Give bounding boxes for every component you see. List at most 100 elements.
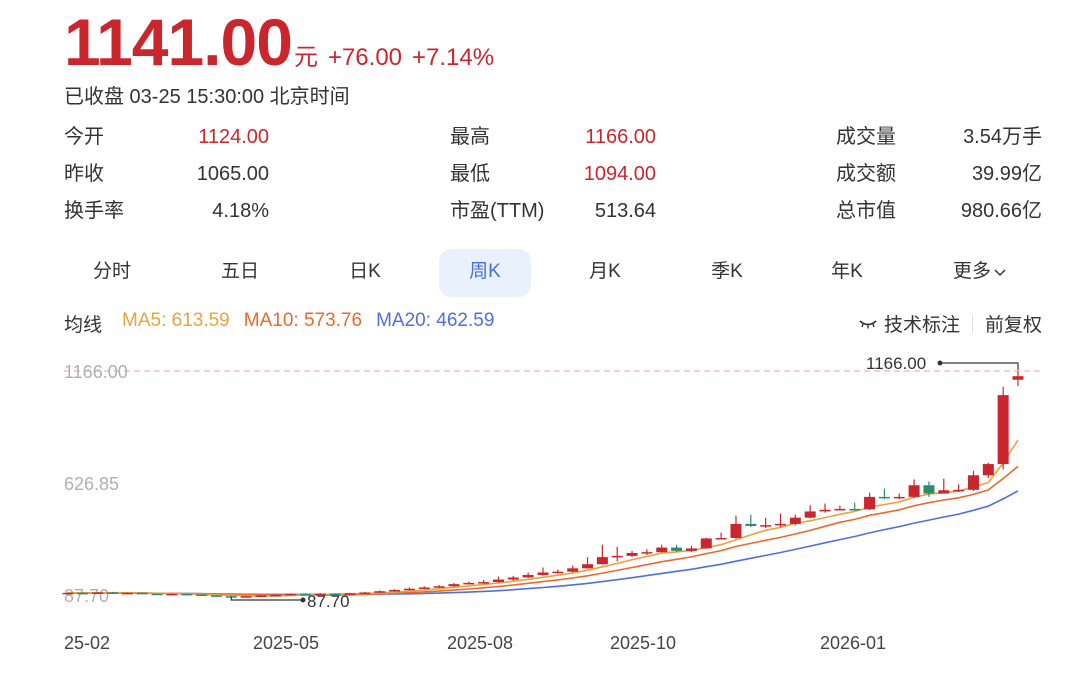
candle: [908, 479, 920, 498]
candle: [938, 478, 950, 494]
candle: [418, 586, 430, 590]
candle: [656, 544, 668, 553]
candle: [997, 386, 1009, 470]
candle: [893, 493, 905, 499]
tab-label: 月K: [589, 261, 621, 282]
kline-chart[interactable]: 1166.00 626.85 87.70 1166.00 87.70: [0, 350, 1080, 676]
eye-closed-icon: [859, 319, 877, 328]
stat-label: 成交量: [836, 126, 896, 148]
candle: [314, 593, 326, 596]
price-header: 1141.00 元 +76.00 +7.14%: [64, 4, 494, 80]
max-marker-line: [940, 362, 1019, 370]
candle: [582, 557, 594, 569]
stat-value: 39.99亿: [971, 163, 1042, 185]
stat-item: 昨收 1065.00: [64, 159, 1044, 189]
annotate-button[interactable]: 技术标注: [858, 310, 960, 337]
candle: [492, 576, 504, 583]
stat-value: 1094.00: [583, 163, 656, 185]
candle: [685, 545, 697, 553]
stat-item: 换手率 4.18%: [64, 196, 1044, 226]
price-change: +76.00: [327, 44, 403, 71]
period-tabs: 分时 五日 日K 周K 月K 季K 年K 更多: [64, 249, 1044, 297]
tab-4[interactable]: 月K: [559, 249, 651, 297]
stat-value: 4.18%: [212, 200, 269, 222]
candle: [626, 550, 638, 558]
tab-label: 季K: [711, 261, 743, 282]
candle: [478, 579, 490, 584]
ma10-line: [67, 465, 1019, 597]
candle: [982, 462, 994, 479]
candle: [967, 470, 979, 492]
annotate-label: 技术标注: [883, 315, 960, 336]
candle: [641, 549, 653, 556]
stat-item: 成交额 39.99亿: [64, 159, 1044, 189]
candle: [62, 592, 74, 595]
stat-label: 市盈(TTM): [450, 200, 545, 222]
tab-2[interactable]: 日K: [319, 249, 411, 297]
x-tick-label: 25-02: [64, 633, 111, 653]
price-change-pct: +7.14%: [412, 44, 495, 71]
stat-label: 昨收: [64, 163, 104, 185]
tab-label: 分时: [92, 261, 131, 282]
candle: [463, 581, 475, 585]
ma-legend-label: 均线: [64, 315, 103, 336]
candle: [611, 546, 623, 562]
tab-1[interactable]: 五日: [194, 249, 286, 297]
candle: [864, 492, 876, 511]
tab-3[interactable]: 周K: [439, 249, 531, 297]
stat-label: 最高: [450, 126, 490, 148]
candle: [507, 575, 519, 581]
x-tick-label: 2025-08: [447, 633, 514, 653]
candle: [760, 517, 772, 529]
x-tick-label: 2025-10: [610, 633, 677, 653]
stat-label: 今开: [64, 126, 104, 148]
tab-5[interactable]: 季K: [681, 249, 773, 297]
adjust-button[interactable]: 前复权: [984, 315, 1042, 336]
candle: [433, 584, 445, 588]
candle: [92, 592, 104, 594]
candle: [166, 593, 178, 596]
candle: [344, 592, 356, 595]
tab-0[interactable]: 分时: [66, 249, 158, 297]
price-unit: 元: [293, 44, 318, 71]
stat-label: 成交额: [836, 163, 896, 185]
x-tick-label: 2025-05: [253, 633, 320, 653]
candle: [537, 567, 549, 576]
candle: [151, 593, 163, 596]
candle: [671, 544, 683, 552]
candle: [745, 514, 757, 528]
tab-label: 年K: [831, 261, 863, 282]
candle: [552, 569, 564, 574]
candle: [715, 532, 727, 540]
stat-value: 1065.00: [196, 163, 269, 185]
candle: [77, 592, 89, 595]
stat-value: 513.64: [594, 200, 656, 222]
candle: [775, 513, 786, 528]
y-tick-label: 1166.00: [64, 362, 128, 382]
candle: [923, 481, 935, 497]
min-marker-label: 87.70: [307, 592, 350, 611]
stat-label: 最低: [450, 163, 490, 185]
candle: [121, 592, 133, 595]
candle: [255, 595, 267, 598]
chevron-down-icon: [994, 269, 1006, 277]
stat-item: 最低 1094.00: [64, 159, 1044, 189]
stat-item: 市盈(TTM) 513.64: [64, 196, 1044, 226]
candle: [329, 593, 341, 596]
min-marker-line: [230, 597, 303, 601]
candle: [448, 582, 460, 587]
stat-value: 3.54万手: [963, 126, 1042, 148]
candle: [596, 544, 608, 565]
stat-item: 总市值 980.66亿: [64, 196, 1044, 226]
candle: [700, 537, 712, 549]
tab-7[interactable]: 更多: [934, 249, 1026, 297]
tab-label: 周K: [469, 261, 501, 282]
candle: [804, 505, 816, 519]
candle: [403, 587, 415, 591]
chart-tools: 技术标注 前复权: [858, 310, 1042, 337]
candle: [730, 515, 742, 539]
candle: [181, 593, 193, 596]
stat-label: 换手率: [64, 200, 124, 222]
tab-6[interactable]: 年K: [801, 249, 893, 297]
tab-label: 更多: [952, 261, 991, 282]
